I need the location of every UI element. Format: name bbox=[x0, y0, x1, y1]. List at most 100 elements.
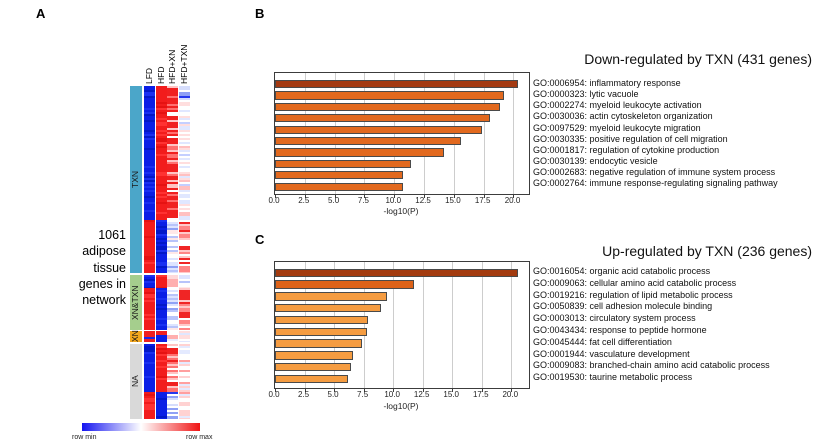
heatmap-cell bbox=[144, 228, 155, 230]
heatmap-cell bbox=[144, 100, 155, 102]
heatmap-cell bbox=[179, 130, 191, 132]
heatmap-cell bbox=[155, 262, 167, 264]
heatmap-cell bbox=[155, 394, 167, 396]
heatmap-cell bbox=[144, 358, 155, 360]
heatmap-cell bbox=[179, 324, 191, 326]
heatmap-cell bbox=[167, 162, 179, 164]
x-tick-mark bbox=[275, 195, 276, 198]
heatmap-cell bbox=[179, 356, 191, 358]
heatmap-cell bbox=[167, 352, 179, 354]
heatmap-cell bbox=[144, 316, 155, 318]
heatmap-cell bbox=[179, 366, 191, 368]
bar bbox=[275, 137, 462, 146]
heatmap-cell bbox=[144, 220, 155, 222]
x-tick-label: 5.0 bbox=[327, 390, 339, 399]
heatmap-cell bbox=[144, 326, 155, 328]
heatmap-cell bbox=[167, 180, 179, 182]
heatmap-cell bbox=[179, 194, 191, 196]
heatmap-cell bbox=[167, 250, 179, 252]
heatmap-cell bbox=[144, 186, 155, 188]
heatmap-cell bbox=[179, 404, 191, 406]
heatmap-cell bbox=[179, 146, 191, 148]
heatmap-cell bbox=[144, 242, 155, 244]
heatmap-cell bbox=[167, 320, 179, 322]
heatmap-cell bbox=[167, 248, 179, 250]
heatmap-cell bbox=[155, 398, 167, 400]
heatmap-cell bbox=[144, 212, 155, 214]
heatmap-cell bbox=[155, 98, 167, 100]
heatmap-cell bbox=[167, 160, 179, 162]
heatmap-cell bbox=[179, 270, 191, 272]
heatmap-cell bbox=[144, 262, 155, 264]
heatmap-cell bbox=[179, 200, 191, 202]
heatmap-cell bbox=[155, 268, 167, 270]
heatmap-cell bbox=[155, 337, 167, 339]
heatmap-cell bbox=[155, 178, 167, 180]
heatmap-cell bbox=[144, 204, 155, 206]
heatmap-cell bbox=[155, 200, 167, 202]
heatmap-cell bbox=[144, 266, 155, 268]
heatmap-cell bbox=[167, 324, 179, 326]
bar bbox=[275, 268, 519, 277]
heatmap-cell bbox=[155, 226, 167, 228]
heatmap-cell bbox=[179, 392, 191, 394]
heatmap-cell bbox=[144, 154, 155, 156]
heatmap-cell bbox=[155, 344, 167, 346]
heatmap-cell bbox=[155, 112, 167, 114]
heatmap-cell bbox=[179, 382, 191, 384]
heatmap-cell bbox=[155, 290, 167, 292]
heatmap-cell bbox=[144, 388, 155, 390]
panel-c-letter: C bbox=[255, 232, 265, 247]
heatmap-cell bbox=[179, 214, 191, 216]
heatmap-cell bbox=[167, 412, 179, 414]
heatmap-cell bbox=[167, 266, 179, 268]
heatmap-cell bbox=[155, 324, 167, 326]
heatmap-cell bbox=[167, 124, 179, 126]
heatmap-cell bbox=[144, 364, 155, 366]
heatmap-cell bbox=[144, 396, 155, 398]
heatmap-cell bbox=[144, 104, 155, 106]
heatmap-cell bbox=[155, 408, 167, 410]
heatmap-cell bbox=[155, 352, 167, 354]
heatmap-cell bbox=[144, 348, 155, 350]
heatmap-cell bbox=[167, 224, 179, 226]
heatmap-cell bbox=[167, 148, 179, 150]
heatmap-cell bbox=[144, 90, 155, 92]
heatmap-cell bbox=[144, 138, 155, 140]
heatmap-cell bbox=[144, 256, 155, 258]
heatmap-cell bbox=[167, 292, 179, 294]
heatmap-cell bbox=[167, 184, 179, 186]
heatmap-cell bbox=[167, 337, 179, 339]
go-term-label: GO:0001817: regulation of cytokine produ… bbox=[533, 144, 720, 155]
heatmap-cell bbox=[167, 238, 179, 240]
heatmap-cell bbox=[155, 232, 167, 234]
heatmap-cell bbox=[155, 316, 167, 318]
go-term-label: GO:0097529: myeloid leukocyte migration bbox=[533, 122, 701, 133]
go-term-label: GO:0009083: branched-chain amino acid ca… bbox=[533, 360, 770, 371]
heatmap-cell bbox=[155, 134, 167, 136]
heatmap-cell bbox=[179, 388, 191, 390]
x-tick-label: 20.0 bbox=[504, 196, 521, 205]
heatmap-cell bbox=[179, 258, 191, 260]
heatmap-cell bbox=[179, 100, 191, 102]
heatmap-cell bbox=[179, 362, 191, 364]
heatmap-cell bbox=[155, 220, 167, 222]
heatmap-cell bbox=[179, 337, 191, 339]
heatmap-cell bbox=[155, 294, 167, 296]
heatmap-cell bbox=[155, 266, 167, 268]
heatmap-cell bbox=[155, 198, 167, 200]
heatmap-cell bbox=[144, 275, 155, 277]
heatmap-cell bbox=[167, 333, 179, 335]
heatmap-cell bbox=[179, 310, 191, 312]
heatmap-cell bbox=[155, 372, 167, 374]
heatmap-cell bbox=[167, 390, 179, 392]
heatmap-cell bbox=[179, 242, 191, 244]
heatmap-cell bbox=[179, 108, 191, 110]
heatmap-cell bbox=[167, 172, 179, 174]
heatmap-cell bbox=[179, 196, 191, 198]
heatmap-cell bbox=[155, 258, 167, 260]
heatmap-cell bbox=[167, 164, 179, 166]
heatmap-cell bbox=[179, 288, 191, 290]
go-term-label: GO:0050839: cell adhesion molecule bindi… bbox=[533, 301, 713, 312]
heatmap-cell bbox=[155, 279, 167, 281]
